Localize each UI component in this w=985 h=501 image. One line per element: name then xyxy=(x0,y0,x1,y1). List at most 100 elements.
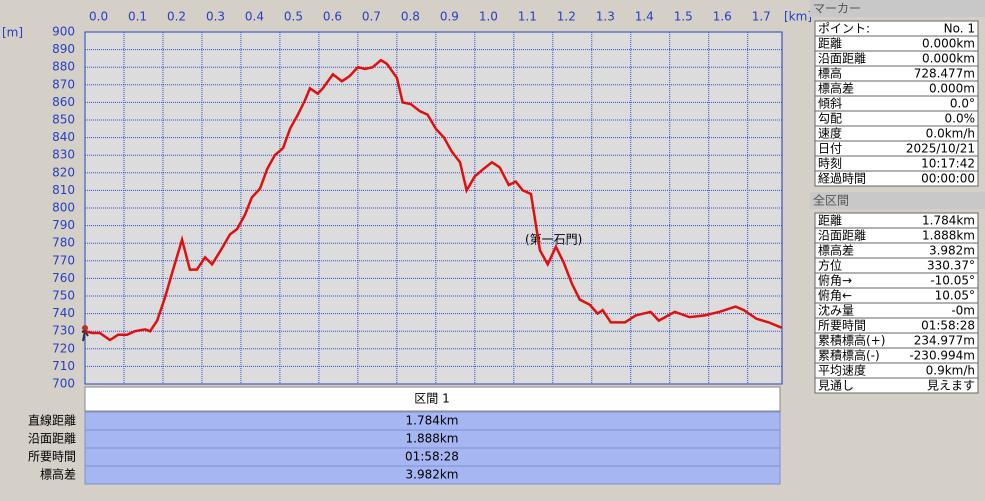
annotation: (第一石門) xyxy=(525,233,582,247)
row-value: 1.888km xyxy=(406,432,459,446)
x-tick-label: 0.3 xyxy=(206,10,225,24)
panel-value: -10.05° xyxy=(930,274,975,288)
panel-value: 330.37° xyxy=(927,259,975,273)
panel-value: 10.05° xyxy=(935,289,975,303)
panel-label: 経過時間 xyxy=(818,172,866,186)
x-tick-label: 1.4 xyxy=(635,10,654,24)
row-label: 直線距離 xyxy=(28,413,76,428)
panel-label: 傾斜 xyxy=(818,97,842,111)
x-tick-label: 0.2 xyxy=(167,10,186,24)
x-tick-label: 0.7 xyxy=(362,10,381,24)
y-tick-label: 710 xyxy=(52,359,75,373)
x-tick-label: 0.4 xyxy=(245,10,264,24)
panel-value: 728.477m xyxy=(914,67,975,81)
panel-value: 10:17:42 xyxy=(921,157,975,171)
table-row xyxy=(84,465,781,485)
x-tick-label: 0.5 xyxy=(284,10,303,24)
panel-label: 累積標高(+) xyxy=(818,333,885,348)
panel-value: 0.9km/h xyxy=(926,364,975,378)
panel-label: 距離 xyxy=(818,37,842,51)
panel-label: 方位 xyxy=(818,258,842,273)
x-tick-label: 0.8 xyxy=(401,10,420,24)
panel-label: 俯角→ xyxy=(818,273,852,288)
y-unit: [m] xyxy=(2,26,23,40)
panel-label: 俯角← xyxy=(818,288,852,303)
elevation-line xyxy=(84,58,783,342)
panel-value: 1.784km xyxy=(922,214,975,228)
row-label: 標高差 xyxy=(40,467,76,482)
x-tick-label: 0.0 xyxy=(89,10,108,24)
panel-value: 2025/10/21 xyxy=(906,142,975,156)
x-tick-label: 1.7 xyxy=(752,10,771,24)
panel-value: 0.0km/h xyxy=(926,127,975,141)
y-tick-label: 720 xyxy=(52,341,75,355)
table-header-text: 区間 1 xyxy=(414,392,449,406)
panel-value: 見えます xyxy=(927,379,975,393)
x-tick-label: 1.1 xyxy=(518,10,537,24)
panel-title: 全区間 xyxy=(813,193,849,208)
panel-label: 標高差 xyxy=(818,243,854,258)
y-tick-label: 810 xyxy=(52,183,75,197)
y-tick-label: 760 xyxy=(52,271,75,285)
row-value: 3.982km xyxy=(406,468,459,482)
y-tick-label: 750 xyxy=(52,289,75,303)
panel-value: 0.0% xyxy=(945,112,976,126)
panel-label: 累積標高(-) xyxy=(818,348,880,363)
y-tick-label: 870 xyxy=(52,77,75,91)
y-tick-label: 770 xyxy=(52,253,75,267)
x-tick-label: 1.5 xyxy=(674,10,693,24)
panel-value: -230.994m xyxy=(909,349,975,363)
panel-header xyxy=(810,0,985,17)
panel-label: 勾配 xyxy=(818,112,842,126)
panel-label: ポイント: xyxy=(818,22,870,36)
panel-label: 平均速度 xyxy=(818,363,866,378)
x-tick-label: 0.6 xyxy=(323,10,342,24)
y-tick-label: 890 xyxy=(52,42,75,56)
x-tick-label: 0.1 xyxy=(128,10,147,24)
panel-value: 01:58:28 xyxy=(921,319,975,333)
panel-label: 沈み量 xyxy=(818,303,854,318)
y-tick-label: 700 xyxy=(52,377,75,391)
y-tick-label: 740 xyxy=(52,306,75,320)
panel-label: 所要時間 xyxy=(818,319,866,333)
panel-value: 0.000m xyxy=(929,82,975,96)
panel-label: 日付 xyxy=(818,142,842,156)
panel-row xyxy=(814,170,979,187)
panel-label: 沿面距離 xyxy=(818,229,866,243)
x-tick-label: 0.9 xyxy=(440,10,459,24)
panel-value: 234.977m xyxy=(914,334,975,348)
panel-label: 標高 xyxy=(818,66,842,81)
panel-value: 3.982m xyxy=(929,244,975,258)
y-tick-label: 790 xyxy=(52,218,75,232)
panel-value: 1.888km xyxy=(922,229,975,243)
x-tick-label: 1.0 xyxy=(479,10,498,24)
y-tick-label: 850 xyxy=(52,113,75,127)
panel-value: -0m xyxy=(951,304,975,318)
x-tick-label: 1.2 xyxy=(557,10,576,24)
panel-title: マーカー xyxy=(813,2,861,16)
row-label: 所要時間 xyxy=(28,450,76,464)
y-tick-label: 820 xyxy=(52,165,75,179)
panel-label: 距離 xyxy=(818,214,842,228)
y-tick-label: 730 xyxy=(52,324,75,338)
y-tick-label: 830 xyxy=(52,148,75,162)
panel-header xyxy=(810,192,985,209)
panel-value: 0.000km xyxy=(922,52,975,66)
y-tick-label: 800 xyxy=(52,201,75,215)
x-unit: [km] xyxy=(784,10,812,24)
panel-value: 00:00:00 xyxy=(921,172,975,186)
y-tick-label: 840 xyxy=(52,130,75,144)
x-tick-label: 1.6 xyxy=(713,10,732,24)
row-label: 沿面距離 xyxy=(28,432,76,446)
y-tick-label: 780 xyxy=(52,236,75,250)
y-tick-label: 880 xyxy=(52,60,75,74)
panel-label: 見通し xyxy=(818,379,854,393)
row-value: 1.784km xyxy=(406,414,459,428)
panel-label: 沿面距離 xyxy=(818,52,866,66)
table-header xyxy=(84,386,781,412)
row-value: 01:58:28 xyxy=(405,450,459,464)
y-tick-label: 860 xyxy=(52,95,75,109)
panel-label: 標高差 xyxy=(818,81,854,96)
panel-label: 時刻 xyxy=(818,157,842,171)
